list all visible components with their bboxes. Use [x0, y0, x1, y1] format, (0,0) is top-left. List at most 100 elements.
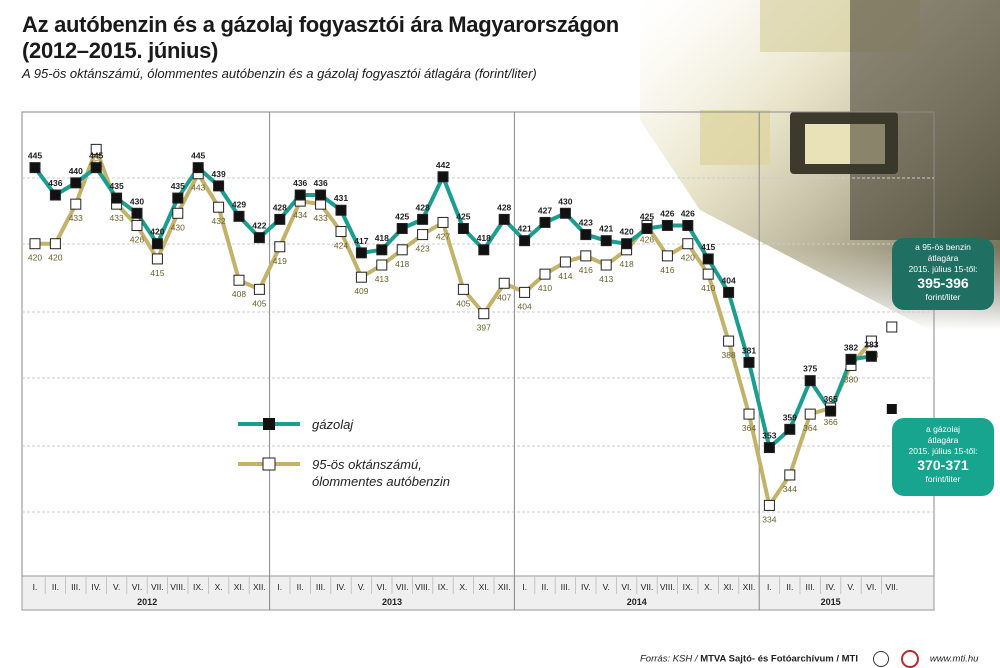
- callout-petrol-line1: a 95-ös benzin: [915, 242, 971, 252]
- petrol-data-label: 434: [293, 210, 307, 220]
- callout-petrol-value: 395-396: [917, 275, 969, 291]
- diesel-point: [315, 189, 327, 201]
- petrol-point: [315, 198, 327, 210]
- callout-petrol-unit: forint/liter: [925, 292, 961, 302]
- petrol-data-label: 433: [314, 213, 328, 223]
- diesel-point: [233, 210, 245, 222]
- diesel-data-label: 382: [844, 342, 858, 352]
- x-tick-label: VIII.: [415, 582, 430, 592]
- x-tick-label: XI.: [479, 582, 489, 592]
- x-tick-label: XII.: [743, 582, 756, 592]
- diesel-point: [600, 235, 612, 247]
- petrol-point: [233, 274, 245, 286]
- source-line: Forrás: KSH / MTVA Sajtó- és Fotóarchívu…: [640, 650, 978, 668]
- petrol-data-label: 344: [783, 484, 797, 494]
- x-tick-label: X.: [459, 582, 467, 592]
- diesel-data-label: 418: [375, 233, 389, 243]
- source-url: www.mti.hu: [929, 653, 979, 665]
- x-tick-label: IX.: [438, 582, 448, 592]
- diesel-point: [539, 216, 551, 228]
- chart-legend: gázolaj 95-ös oktánszámú, ólommentes aut…: [238, 417, 450, 489]
- petrol-data-label: 416: [660, 265, 674, 275]
- year-label: 2015: [821, 597, 841, 607]
- diesel-point: [213, 180, 225, 192]
- petrol-point: [600, 259, 612, 271]
- petrol-point: [376, 259, 388, 271]
- diesel-point: [519, 235, 531, 247]
- x-tick-label: XI.: [723, 582, 733, 592]
- diesel-point: [661, 219, 673, 231]
- diesel-point: [702, 253, 714, 265]
- petrol-data-label: 413: [375, 274, 389, 284]
- petrol-point: [743, 408, 755, 420]
- diesel-data-label: 420: [620, 227, 634, 237]
- mtva-logo-icon: [873, 651, 890, 667]
- callout-petrol: a 95-ös benzin átlagára 2015. július 15-…: [892, 238, 994, 310]
- x-tick-label: VI.: [621, 582, 631, 592]
- x-tick-label: V.: [603, 582, 610, 592]
- page-subtitle: A 95-ös oktánszámú, ólommentes autóbenzi…: [22, 66, 537, 81]
- diesel-data-label: 440: [69, 166, 83, 176]
- x-tick-label: IX.: [683, 582, 693, 592]
- diesel-point: [580, 229, 592, 241]
- petrol-point: [90, 143, 102, 155]
- petrol-point: [253, 283, 265, 295]
- diesel-point: [743, 356, 755, 368]
- diesel-data-label: 427: [538, 205, 552, 215]
- petrol-point: [661, 250, 673, 262]
- diesel-data-label: 421: [599, 224, 613, 234]
- diesel-point: [253, 232, 265, 244]
- diesel-point: [825, 405, 837, 417]
- diesel-data-label: 422: [252, 221, 266, 231]
- diesel-data-label: 430: [558, 196, 572, 206]
- diesel-point: [559, 207, 571, 219]
- petrol-point: [131, 219, 143, 231]
- chart-grid: [21, 111, 935, 611]
- x-tick-label: III.: [561, 582, 570, 592]
- diesel-point: [763, 442, 775, 454]
- callout-diesel-line3: 2015. július 15-től:: [908, 446, 978, 456]
- petrol-point: [784, 469, 796, 481]
- petrol-data-label: 426: [640, 234, 654, 244]
- diesel-data-label: 418: [477, 233, 491, 243]
- x-tick-label: VII.: [641, 582, 654, 592]
- diesel-data-label: 425: [456, 212, 470, 222]
- diesel-data-label: 430: [130, 196, 144, 206]
- diesel-data-label: 445: [28, 151, 42, 161]
- diesel-data-label: 436: [314, 178, 328, 188]
- petrol-point: [49, 238, 61, 250]
- diesel-point: [784, 423, 796, 435]
- petrol-point: [335, 226, 347, 238]
- petrol-point: [682, 238, 694, 250]
- diesel-data-label: 415: [701, 242, 715, 252]
- callout-petrol-line2: átlagára: [927, 253, 959, 263]
- diesel-data-label: 353: [762, 431, 776, 441]
- x-tick-label: VI.: [132, 582, 142, 592]
- x-tick-label: VII.: [151, 582, 164, 592]
- callout-diesel: a gázolaj átlagára 2015. július 15-től: …: [892, 418, 994, 496]
- petrol-data-label: 405: [456, 298, 470, 308]
- year-label: 2014: [627, 597, 647, 607]
- diesel-data-label: 421: [518, 224, 532, 234]
- petrol-point: [539, 268, 551, 280]
- diesel-point: [417, 213, 429, 225]
- year-label: 2012: [137, 597, 157, 607]
- diesel-point: [498, 213, 510, 225]
- diesel-data-label: 436: [48, 178, 62, 188]
- petrol-data-label: 424: [334, 241, 348, 251]
- diesel-data-label: 436: [293, 178, 307, 188]
- petrol-data-label: 404: [518, 301, 532, 311]
- petrol-data-label: 433: [110, 213, 124, 223]
- x-tick-label: XII.: [253, 582, 266, 592]
- diesel-point: [437, 171, 449, 183]
- petrol-data-label: 413: [599, 274, 613, 284]
- x-tick-label: II.: [52, 582, 59, 592]
- petrol-data-label: 432: [212, 216, 226, 226]
- x-tick-label: II.: [786, 582, 793, 592]
- x-tick-label: II.: [541, 582, 548, 592]
- july-markers: [886, 321, 898, 414]
- diesel-point: [682, 219, 694, 231]
- petrol-data-label: 419: [273, 256, 287, 266]
- petrol-data-label: 415: [150, 268, 164, 278]
